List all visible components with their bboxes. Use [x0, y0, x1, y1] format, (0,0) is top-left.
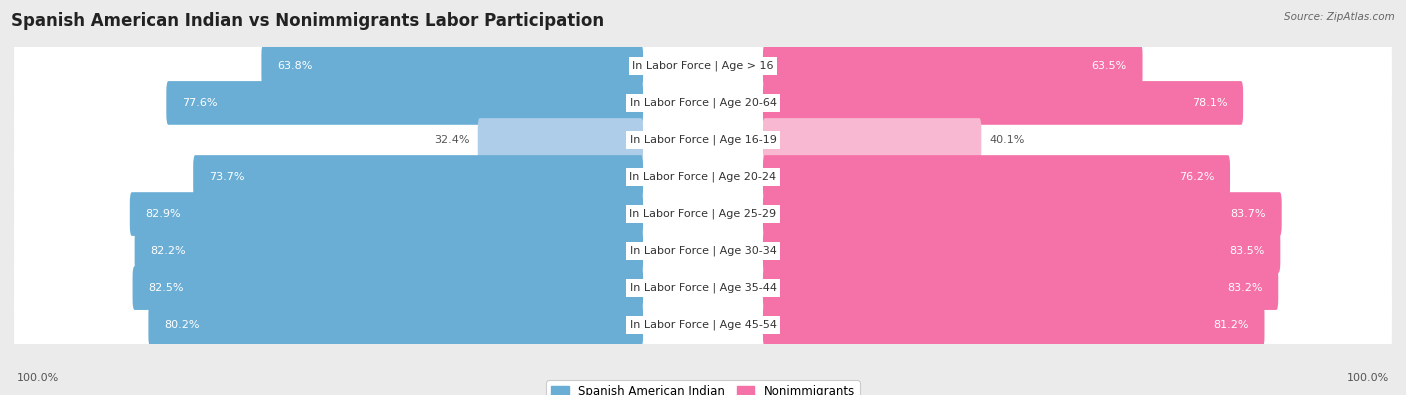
FancyBboxPatch shape: [13, 206, 1393, 296]
Text: In Labor Force | Age > 16: In Labor Force | Age > 16: [633, 61, 773, 71]
FancyBboxPatch shape: [262, 44, 643, 88]
FancyBboxPatch shape: [13, 58, 1393, 148]
FancyBboxPatch shape: [14, 254, 1392, 322]
Text: Spanish American Indian vs Nonimmigrants Labor Participation: Spanish American Indian vs Nonimmigrants…: [11, 12, 605, 30]
FancyBboxPatch shape: [132, 266, 643, 310]
Legend: Spanish American Indian, Nonimmigrants: Spanish American Indian, Nonimmigrants: [546, 380, 860, 395]
FancyBboxPatch shape: [14, 106, 1392, 174]
FancyBboxPatch shape: [763, 118, 981, 162]
FancyBboxPatch shape: [763, 229, 1281, 273]
Text: 63.8%: 63.8%: [277, 61, 312, 71]
FancyBboxPatch shape: [166, 81, 643, 125]
FancyBboxPatch shape: [135, 229, 643, 273]
Text: 32.4%: 32.4%: [434, 135, 470, 145]
FancyBboxPatch shape: [13, 132, 1393, 222]
FancyBboxPatch shape: [13, 280, 1393, 370]
FancyBboxPatch shape: [13, 243, 1393, 333]
FancyBboxPatch shape: [13, 21, 1393, 111]
FancyBboxPatch shape: [14, 181, 1392, 248]
Text: 73.7%: 73.7%: [209, 172, 245, 182]
Text: 82.5%: 82.5%: [149, 283, 184, 293]
FancyBboxPatch shape: [14, 292, 1392, 359]
FancyBboxPatch shape: [14, 32, 1392, 100]
FancyBboxPatch shape: [478, 118, 643, 162]
FancyBboxPatch shape: [763, 155, 1230, 199]
Text: 83.5%: 83.5%: [1229, 246, 1264, 256]
Text: 76.2%: 76.2%: [1178, 172, 1215, 182]
Text: In Labor Force | Age 25-29: In Labor Force | Age 25-29: [630, 209, 776, 219]
Text: In Labor Force | Age 35-44: In Labor Force | Age 35-44: [630, 283, 776, 293]
FancyBboxPatch shape: [763, 266, 1278, 310]
Text: 82.2%: 82.2%: [150, 246, 186, 256]
Text: 81.2%: 81.2%: [1213, 320, 1249, 330]
FancyBboxPatch shape: [763, 303, 1264, 347]
Text: 77.6%: 77.6%: [183, 98, 218, 108]
Text: In Labor Force | Age 20-24: In Labor Force | Age 20-24: [630, 172, 776, 182]
FancyBboxPatch shape: [13, 169, 1393, 259]
Text: 82.9%: 82.9%: [146, 209, 181, 219]
FancyBboxPatch shape: [763, 44, 1143, 88]
Text: 78.1%: 78.1%: [1192, 98, 1227, 108]
FancyBboxPatch shape: [193, 155, 643, 199]
FancyBboxPatch shape: [14, 69, 1392, 137]
Text: 83.7%: 83.7%: [1230, 209, 1265, 219]
FancyBboxPatch shape: [14, 217, 1392, 285]
FancyBboxPatch shape: [13, 95, 1393, 185]
Text: In Labor Force | Age 45-54: In Labor Force | Age 45-54: [630, 320, 776, 330]
Text: 83.2%: 83.2%: [1227, 283, 1263, 293]
FancyBboxPatch shape: [763, 81, 1243, 125]
Text: In Labor Force | Age 30-34: In Labor Force | Age 30-34: [630, 246, 776, 256]
FancyBboxPatch shape: [129, 192, 643, 236]
Text: 63.5%: 63.5%: [1091, 61, 1126, 71]
FancyBboxPatch shape: [763, 192, 1282, 236]
FancyBboxPatch shape: [14, 143, 1392, 211]
FancyBboxPatch shape: [149, 303, 643, 347]
Text: 100.0%: 100.0%: [1347, 373, 1389, 383]
Text: 80.2%: 80.2%: [165, 320, 200, 330]
Text: 100.0%: 100.0%: [17, 373, 59, 383]
Text: In Labor Force | Age 20-64: In Labor Force | Age 20-64: [630, 98, 776, 108]
Text: 40.1%: 40.1%: [990, 135, 1025, 145]
Text: Source: ZipAtlas.com: Source: ZipAtlas.com: [1284, 12, 1395, 22]
Text: In Labor Force | Age 16-19: In Labor Force | Age 16-19: [630, 135, 776, 145]
